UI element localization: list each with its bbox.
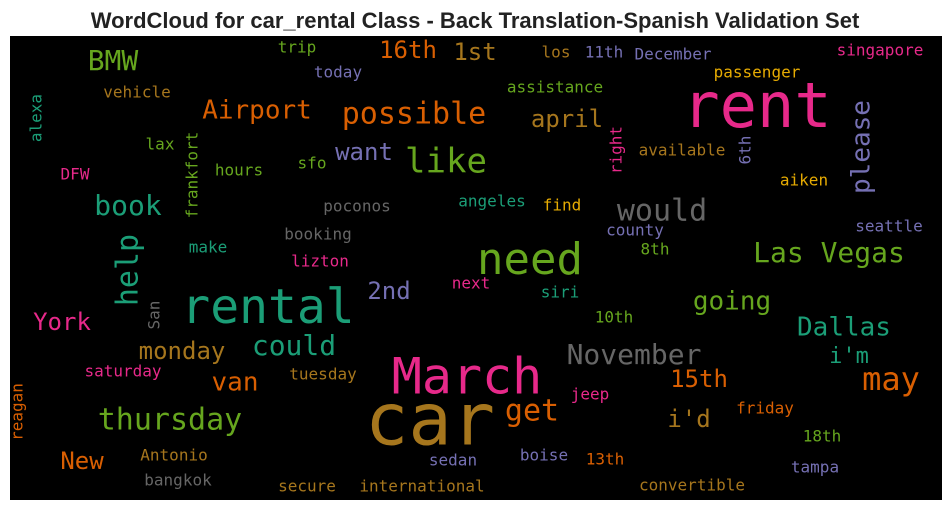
word: reagan — [8, 383, 27, 441]
word: 8th — [641, 240, 670, 259]
word: going — [693, 287, 771, 317]
word: 15th — [670, 365, 728, 393]
word: saturday — [84, 362, 161, 381]
word: rental — [181, 279, 354, 335]
word: 13th — [586, 450, 625, 469]
word: 1st — [453, 38, 496, 66]
word: jeep — [571, 385, 610, 404]
word: boise — [520, 446, 568, 465]
word: friday — [736, 399, 794, 418]
word: Airport — [202, 96, 312, 126]
word: find — [543, 196, 582, 215]
word: 16th — [379, 36, 437, 64]
word: bangkok — [144, 471, 212, 490]
word: lax — [146, 135, 175, 154]
word: car — [365, 378, 495, 462]
word: i'd — [667, 405, 710, 433]
word: BMW — [88, 44, 139, 77]
word: November — [567, 338, 702, 371]
word: like — [405, 142, 487, 182]
word: hours — [215, 161, 263, 180]
word: March — [392, 348, 543, 406]
word: today — [314, 63, 363, 82]
word: angeles — [458, 192, 525, 211]
word: rent — [682, 69, 831, 142]
word: aiken — [780, 171, 828, 190]
word: Antonio — [140, 446, 207, 465]
word: right — [607, 126, 626, 174]
word: 2nd — [367, 277, 410, 305]
word: sfo — [298, 154, 327, 173]
word: sedan — [429, 451, 477, 470]
word: tampa — [791, 458, 839, 477]
word: could — [252, 329, 336, 362]
word: DFW — [61, 165, 90, 184]
word: trip — [278, 38, 317, 57]
word: 10th — [595, 308, 634, 327]
word: 6th — [736, 136, 755, 165]
word: 18th — [803, 427, 842, 446]
word: passenger — [714, 63, 801, 82]
word: siri — [541, 283, 580, 302]
word: april — [531, 105, 603, 133]
word: convertible — [639, 476, 745, 495]
word: December — [634, 45, 711, 64]
word: please — [847, 100, 877, 194]
word: book — [94, 189, 162, 222]
word: monday — [139, 337, 226, 365]
word: get — [505, 394, 559, 429]
word: help — [111, 234, 146, 306]
word: i'm — [829, 344, 869, 369]
word: San — [145, 301, 164, 330]
word: poconos — [323, 197, 390, 216]
word: would — [617, 194, 707, 229]
chart-title: WordCloud for car_rental Class - Back Tr… — [91, 8, 860, 33]
word: may — [862, 360, 920, 398]
word: alexa — [27, 94, 46, 142]
word: thursday — [98, 403, 243, 438]
word: international — [359, 477, 484, 496]
word: seattle — [855, 217, 922, 236]
word: secure — [278, 477, 336, 496]
word: next — [452, 274, 491, 293]
word: New — [60, 447, 104, 475]
word: county — [606, 221, 664, 240]
word: assistance — [507, 78, 603, 97]
word: need — [477, 234, 583, 285]
cloud-background — [10, 36, 942, 500]
word: possible — [342, 97, 487, 132]
word: Las Vegas — [753, 236, 905, 269]
word: van — [212, 368, 259, 398]
word: singapore — [837, 41, 924, 60]
word: Dallas — [797, 313, 891, 343]
word: available — [639, 141, 726, 160]
word: want — [335, 138, 393, 166]
word: vehicle — [103, 83, 170, 102]
word: booking — [284, 225, 351, 244]
word: York — [33, 308, 91, 336]
word: tuesday — [289, 365, 357, 384]
word: frankfort — [183, 132, 202, 219]
word: 11th — [585, 43, 624, 62]
word: lizton — [291, 252, 349, 271]
word: make — [189, 238, 228, 257]
word: los — [542, 43, 571, 62]
